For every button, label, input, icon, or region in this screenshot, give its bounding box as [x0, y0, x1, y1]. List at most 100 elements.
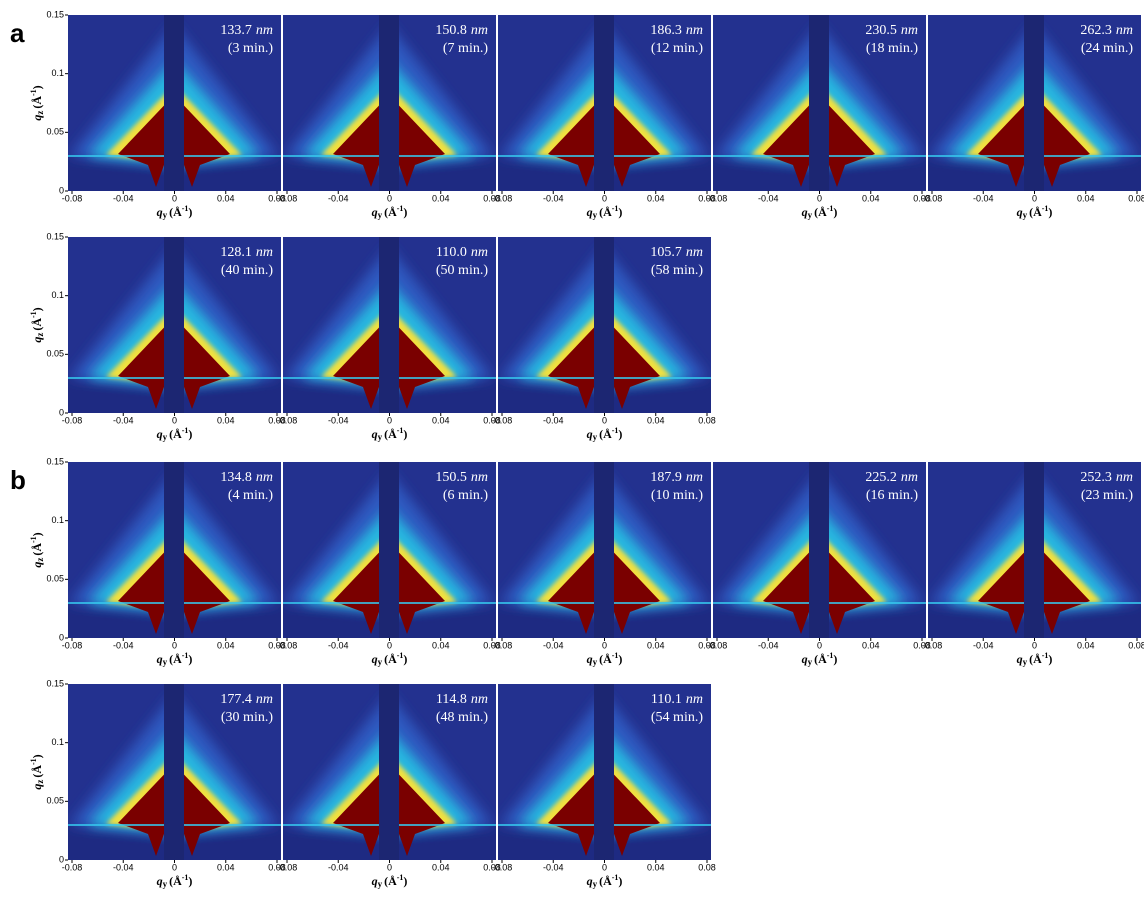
label-part: ) — [403, 652, 407, 666]
y-tick-label: 0.1 — [51, 515, 64, 525]
x-tick-label: -0.04 — [543, 862, 564, 872]
label-part: q — [157, 874, 163, 888]
thickness-unit: nm — [471, 23, 488, 38]
axis-label: qy (Å-1) — [587, 426, 623, 442]
thickness-unit: nm — [256, 692, 273, 707]
label-part: q — [372, 205, 378, 219]
thickness-annotation: 177.4 nm — [220, 692, 273, 707]
x-tick-label: -0.04 — [758, 640, 779, 650]
time-annotation: (40 min.) — [221, 263, 273, 278]
label-part: -1 — [612, 873, 619, 882]
thickness: 225.2 — [865, 470, 897, 485]
thickness-annotation: 134.8 nm — [220, 470, 273, 485]
thickness-annotation: 128.1 nm — [220, 245, 273, 260]
label-part: -1 — [397, 651, 404, 660]
x-tick-label: -0.08 — [707, 193, 728, 203]
y-tick-label: 0.15 — [46, 9, 64, 19]
axis-label: qy (Å-1) — [802, 651, 838, 667]
x-tick-label: 0 — [1032, 193, 1037, 203]
label-part: -1 — [29, 311, 38, 318]
y-tick-label: 0 — [59, 185, 64, 195]
x-tick-label: 0.04 — [217, 193, 235, 203]
label-part: q — [372, 874, 378, 888]
thickness-unit: nm — [901, 23, 918, 38]
x-tick-label: 0.08 — [268, 415, 286, 425]
thickness: 114.8 — [436, 692, 467, 707]
label-part: ) — [403, 205, 407, 219]
thickness: 252.3 — [1080, 470, 1112, 485]
label-part: -1 — [1042, 204, 1049, 213]
thickness-annotation: 225.2 nm — [865, 470, 918, 485]
x-tick-label: 0.04 — [862, 640, 880, 650]
label-part: (Å — [30, 318, 44, 331]
label-part: (Å — [30, 543, 44, 556]
label-part: -1 — [182, 426, 189, 435]
thickness: 177.4 — [220, 692, 252, 707]
axis-label: qy (Å-1) — [587, 873, 623, 889]
label-part: y — [378, 210, 383, 220]
x-tick-label: 0 — [172, 862, 177, 872]
label-part: q — [30, 115, 44, 121]
thickness: 133.7 — [220, 23, 252, 38]
time-annotation: (12 min.) — [651, 41, 703, 56]
x-tick-label: -0.08 — [277, 862, 298, 872]
x-tick-label: -0.08 — [492, 862, 513, 872]
thickness-unit: nm — [471, 692, 488, 707]
x-tick-label: 0.04 — [432, 862, 450, 872]
x-tick-label: 0.04 — [217, 862, 235, 872]
y-tick-label: 0.1 — [51, 290, 64, 300]
x-tick-label: 0 — [387, 640, 392, 650]
x-tick-label: 0 — [172, 415, 177, 425]
thickness-annotation: 110.0 nm — [436, 245, 488, 260]
label-part: ) — [618, 427, 622, 441]
label-part: q — [30, 562, 44, 568]
label-part: (Å — [384, 205, 397, 219]
label-part: q — [587, 874, 593, 888]
label-part: y — [163, 879, 168, 889]
x-tick-label: -0.08 — [707, 640, 728, 650]
label-part: (Å — [169, 427, 182, 441]
time-annotation: (30 min.) — [221, 710, 273, 725]
time-annotation: (24 min.) — [1081, 41, 1133, 56]
label-part: y — [593, 210, 598, 220]
thickness-annotation: 105.7 nm — [650, 245, 703, 260]
x-tick-label: 0 — [1032, 640, 1037, 650]
y-tick-label: 0.05 — [46, 349, 64, 359]
axis-label: qy (Å-1) — [157, 426, 193, 442]
label-part: (Å — [1029, 205, 1042, 219]
x-tick-label: -0.04 — [113, 862, 134, 872]
axis-label: qz (Å-1) — [29, 532, 45, 567]
x-tick-label: 0 — [602, 640, 607, 650]
label-part: -1 — [182, 651, 189, 660]
label-part: (Å — [169, 874, 182, 888]
label-part: -1 — [612, 651, 619, 660]
label-part: y — [593, 879, 598, 889]
label-part: y — [593, 432, 598, 442]
x-tick-label: 0 — [387, 415, 392, 425]
axis-label: qy (Å-1) — [157, 873, 193, 889]
time-annotation: (50 min.) — [436, 263, 488, 278]
label-part: -1 — [827, 651, 834, 660]
y-tick-label: 0.05 — [46, 127, 64, 137]
x-tick-label: -0.08 — [62, 640, 83, 650]
thickness: 150.5 — [435, 470, 467, 485]
x-tick-label: -0.04 — [758, 193, 779, 203]
x-tick-label: 0 — [602, 862, 607, 872]
label-part: (Å — [814, 205, 827, 219]
thickness-unit: nm — [256, 470, 273, 485]
axis-label: qy (Å-1) — [372, 651, 408, 667]
x-tick-label: -0.08 — [277, 640, 298, 650]
thickness-annotation: 252.3 nm — [1080, 470, 1133, 485]
label-part: ) — [618, 652, 622, 666]
label-part: q — [372, 652, 378, 666]
label-part: (Å — [814, 652, 827, 666]
label-part: (Å — [30, 96, 44, 109]
x-tick-label: 0.08 — [698, 193, 716, 203]
label-part: q — [30, 784, 44, 790]
label-part: y — [1023, 210, 1028, 220]
thickness: 128.1 — [220, 245, 252, 260]
label-part: ) — [1048, 652, 1052, 666]
label-part: q — [30, 337, 44, 343]
label-part: (Å — [169, 205, 182, 219]
thickness-unit: nm — [471, 470, 488, 485]
